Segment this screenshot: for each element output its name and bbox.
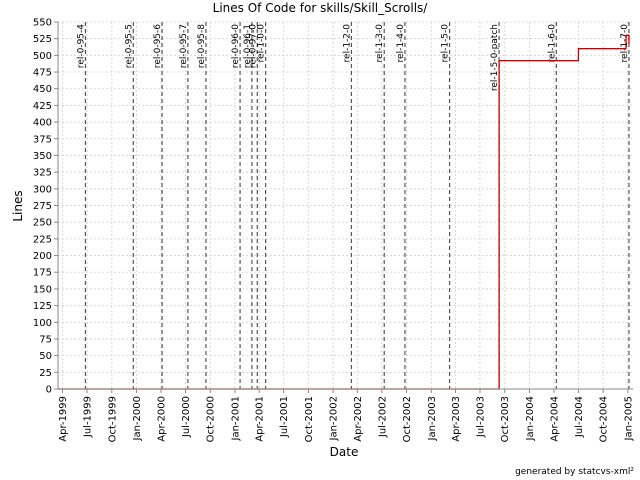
y-tick-label: 300 xyxy=(33,184,52,195)
x-tick-label: Jan-2004 xyxy=(525,396,536,441)
tag-label: rel-1-5-0-patch xyxy=(490,24,500,91)
tag-label: rel-1-6-0 xyxy=(547,24,557,63)
y-tick-label: 425 xyxy=(33,101,52,112)
y-tick-label: 250 xyxy=(33,218,52,229)
y-tick-label: 525 xyxy=(33,34,52,45)
tag-label: rel-1-0-0 xyxy=(257,24,267,63)
chart-title: Lines Of Code for skills/Skill_Scrolls/ xyxy=(213,1,429,15)
x-tick-label: Oct-2003 xyxy=(500,396,511,442)
footer-credit: generated by statcvs-xml² xyxy=(515,467,634,477)
x-tick-label: Apr-2004 xyxy=(549,396,560,442)
y-tick-label: 125 xyxy=(33,301,52,312)
tag-label: rel-0-95-7 xyxy=(179,24,189,68)
x-tick-label: Jul-1999 xyxy=(83,396,94,438)
y-axis-ticks: 0 25 50 75 100 125 150 175 200 225 250 275 300 325 350… xyxy=(33,18,58,396)
y-tick-label: 500 xyxy=(33,51,52,62)
x-tick-label: Apr-2003 xyxy=(451,396,462,442)
x-tick-label: Oct-2004 xyxy=(599,396,610,442)
x-tick-label: Apr-2001 xyxy=(255,396,266,442)
tag-label: rel-0-95-6 xyxy=(153,24,163,68)
x-tick-label: Jan-2000 xyxy=(132,396,143,441)
tag-label: rel-0-95-5 xyxy=(124,24,134,68)
y-tick-label: 275 xyxy=(33,201,52,212)
y-tick-label: 25 xyxy=(39,368,52,379)
tag-label: rel-1-2-0 xyxy=(342,24,352,63)
y-tick-label: 350 xyxy=(33,151,52,162)
x-tick-label: Jan-2001 xyxy=(230,396,241,441)
y-tick-label: 550 xyxy=(33,18,52,29)
x-tick-label: Jul-2002 xyxy=(377,396,388,438)
x-tick-label: Oct-1999 xyxy=(107,396,118,442)
tag-label: rel-0-97-0 xyxy=(248,24,258,68)
x-tick-label: Oct-2001 xyxy=(304,396,315,442)
y-tick-label: 150 xyxy=(33,284,52,295)
y-tick-label: 325 xyxy=(33,168,52,179)
tag-label: rel-1-5-0 xyxy=(441,24,451,63)
y-tick-label: 200 xyxy=(33,251,52,262)
tag-label: rel-1-7-0 xyxy=(620,24,630,63)
x-tick-label: Jan-2003 xyxy=(427,396,438,441)
tag-label: rel-0-95-8 xyxy=(197,24,207,68)
x-tick-label: Jul-2004 xyxy=(574,396,585,438)
tag-label: rel-0-96-1 xyxy=(243,24,253,68)
x-axis-title: Date xyxy=(330,445,359,459)
y-tick-label: 75 xyxy=(39,334,52,345)
grid-lines xyxy=(58,21,633,390)
plot-area xyxy=(58,22,633,389)
y-tick-label: 375 xyxy=(33,134,52,145)
y-tick-label: 475 xyxy=(33,68,52,79)
tag-label: rel-0-96-0 xyxy=(231,24,241,68)
y-tick-label: 100 xyxy=(33,318,52,329)
y-axis-title: Lines xyxy=(11,190,25,221)
y-tick-label: 450 xyxy=(33,84,52,95)
y-tick-label: 175 xyxy=(33,268,52,279)
release-tags: rel-0-95-4 rel-0-95-5 rel-0-95-6 rel-0-95-7… xyxy=(76,22,630,389)
tag-label: rel-0-95-4 xyxy=(76,24,86,68)
x-tick-label: Jul-2001 xyxy=(279,396,290,438)
tag-label: rel-1-3-0 xyxy=(375,24,385,63)
y-tick-label: 0 xyxy=(46,385,52,396)
x-tick-label: Oct-2002 xyxy=(402,396,413,442)
x-tick-label: Apr-1999 xyxy=(58,396,69,442)
series-line xyxy=(58,34,630,390)
x-tick-label: Jul-2003 xyxy=(475,396,486,438)
x-tick-label: Jan-2005 xyxy=(623,396,634,441)
x-tick-label: Jul-2000 xyxy=(181,396,192,438)
x-tick-label: Oct-2000 xyxy=(206,396,217,442)
x-tick-label: Apr-2002 xyxy=(353,396,364,442)
series-layer xyxy=(58,34,630,390)
x-tick-label: Jan-2002 xyxy=(329,396,340,441)
x-axis-ticks: Apr-1999 Jul-1999 Oct-1999 Jan-2000 Apr-2000… xyxy=(58,389,634,442)
tag-label: rel-1-4-0 xyxy=(396,24,406,63)
x-tick-label: Apr-2000 xyxy=(157,396,168,442)
y-tick-label: 50 xyxy=(39,351,52,362)
y-tick-label: 400 xyxy=(33,118,52,129)
y-tick-label: 225 xyxy=(33,234,52,245)
